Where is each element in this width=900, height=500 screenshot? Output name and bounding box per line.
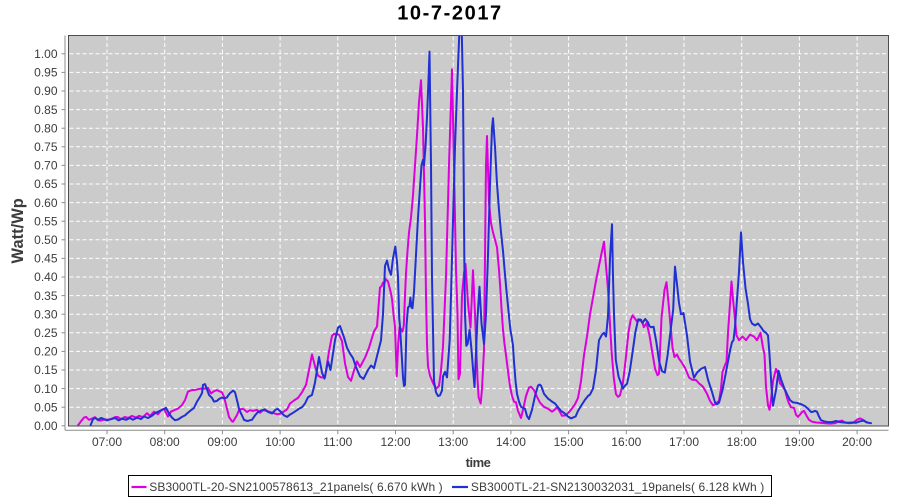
svg-text:0.15: 0.15 [34, 363, 58, 377]
svg-text:14:00: 14:00 [496, 435, 526, 449]
svg-text:0.55: 0.55 [34, 214, 58, 228]
svg-text:11:00: 11:00 [323, 435, 352, 449]
svg-text:0.20: 0.20 [34, 345, 58, 359]
svg-text:18:00: 18:00 [727, 435, 757, 449]
svg-text:13:00: 13:00 [438, 435, 468, 449]
svg-text:time: time [466, 455, 491, 470]
svg-text:08:00: 08:00 [150, 435, 180, 449]
svg-text:0.40: 0.40 [34, 270, 58, 284]
svg-text:0.05: 0.05 [34, 400, 58, 414]
svg-text:0.30: 0.30 [34, 307, 58, 321]
svg-text:17:00: 17:00 [669, 435, 699, 449]
svg-text:0.45: 0.45 [34, 252, 58, 266]
svg-text:0.60: 0.60 [34, 196, 58, 210]
svg-text:0.00: 0.00 [34, 419, 58, 433]
svg-text:0.25: 0.25 [34, 326, 58, 340]
svg-text:SB3000TL-20-SN2100578613_21pan: SB3000TL-20-SN2100578613_21panels( 6.670… [149, 480, 442, 494]
svg-text:16:00: 16:00 [611, 435, 641, 449]
svg-text:07:00: 07:00 [92, 435, 122, 449]
svg-text:15:00: 15:00 [554, 435, 584, 449]
svg-text:0.35: 0.35 [34, 289, 58, 303]
svg-text:10:00: 10:00 [265, 435, 295, 449]
svg-text:09:00: 09:00 [207, 435, 237, 449]
svg-text:0.75: 0.75 [34, 140, 58, 154]
svg-text:0.85: 0.85 [34, 103, 58, 117]
svg-text:10-7-2017: 10-7-2017 [397, 3, 503, 25]
svg-text:SB3000TL-21-SN2130032031_19pan: SB3000TL-21-SN2130032031_19panels( 6.128… [471, 480, 764, 494]
svg-text:19:00: 19:00 [784, 435, 814, 449]
svg-text:0.80: 0.80 [34, 121, 58, 135]
svg-text:1.00: 1.00 [34, 47, 58, 61]
svg-text:0.65: 0.65 [34, 177, 58, 191]
svg-text:20:00: 20:00 [842, 435, 872, 449]
svg-text:0.95: 0.95 [34, 66, 58, 80]
svg-text:0.90: 0.90 [34, 84, 58, 98]
svg-text:0.70: 0.70 [34, 159, 58, 173]
svg-text:Watt/Wp: Watt/Wp [9, 198, 27, 263]
svg-text:0.10: 0.10 [34, 382, 58, 396]
svg-text:0.50: 0.50 [34, 233, 58, 247]
svg-text:12:00: 12:00 [380, 435, 410, 449]
